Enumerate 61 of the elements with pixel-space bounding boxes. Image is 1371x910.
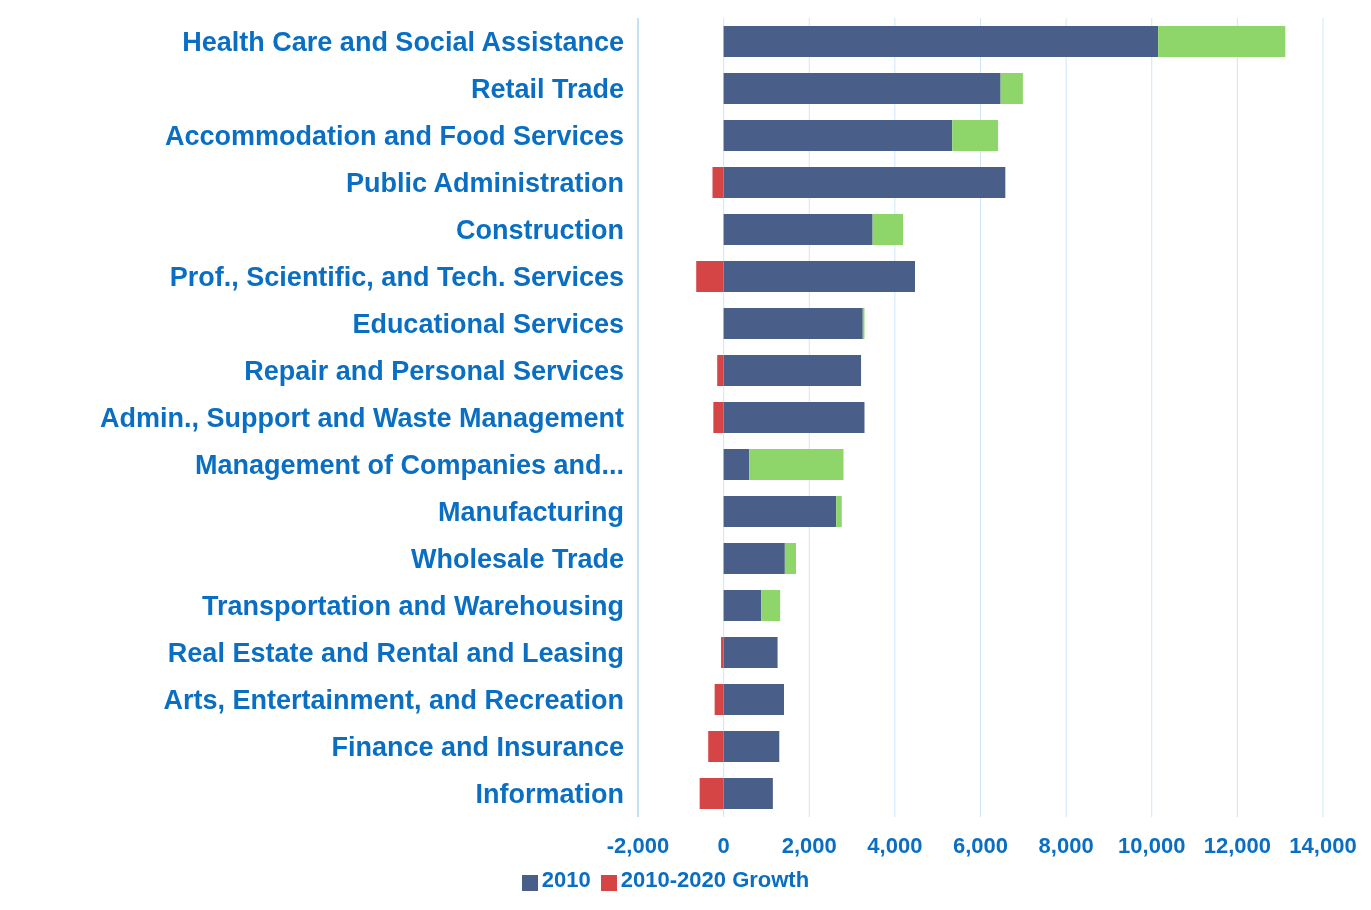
y-tick-label: Real Estate and Rental and Leasing (167, 637, 624, 668)
bar (723, 402, 865, 433)
bar (836, 496, 842, 527)
bar (723, 496, 837, 527)
y-tick-label: Public Administration (345, 167, 624, 198)
bar (708, 731, 724, 762)
bar (723, 355, 862, 386)
bar (721, 637, 724, 668)
bar (723, 778, 773, 809)
bar (784, 543, 796, 574)
x-tick-label: 14,000 (1289, 832, 1357, 858)
bar (761, 590, 781, 621)
x-tick-label: 4,000 (867, 832, 923, 858)
bar (714, 684, 724, 715)
bar (723, 449, 750, 480)
bar (723, 167, 1006, 198)
x-tick-label: 12,000 (1203, 832, 1272, 858)
bar (723, 261, 915, 292)
legend-label: 2010 (541, 867, 591, 892)
bar (712, 167, 724, 198)
y-tick-label: Wholesale Trade (410, 543, 624, 574)
bar (723, 637, 778, 668)
x-tick-label: 8,000 (1038, 832, 1094, 858)
legend-label: 2010-2020 Growth (620, 867, 810, 892)
y-tick-label: Finance and Insurance (331, 731, 624, 762)
bar (723, 731, 780, 762)
x-tick-label: 6,000 (952, 832, 1009, 858)
y-tick-label: Prof., Scientific, and Tech. Services (169, 261, 624, 292)
bar (723, 26, 1159, 57)
bar (872, 214, 904, 245)
bar (713, 402, 724, 433)
bar (723, 543, 785, 574)
y-tick-label: Retail Trade (470, 73, 624, 104)
x-tick-label: -2,000 (606, 832, 670, 858)
bar (1000, 73, 1023, 104)
y-tick-label: Educational Services (352, 308, 624, 339)
bar (717, 355, 724, 386)
bar (723, 120, 953, 151)
bar (723, 684, 784, 715)
bar (696, 261, 724, 292)
y-tick-label: Repair and Personal Services (244, 355, 624, 386)
bar (1158, 26, 1286, 57)
y-tick-label: Construction (456, 214, 624, 245)
y-tick-label: Admin., Support and Waste Management (99, 402, 624, 433)
x-tick-label: 2,000 (781, 832, 837, 858)
x-tick-label: 10,000 (1118, 832, 1186, 858)
bar (723, 308, 863, 339)
y-tick-label: Arts, Entertainment, and Recreation (163, 684, 624, 715)
bar (952, 120, 999, 151)
y-tick-label: Accommodation and Food Services (164, 120, 624, 151)
bar (723, 73, 1001, 104)
y-tick-label: Information (475, 778, 624, 809)
y-tick-label: Transportation and Warehousing (201, 590, 624, 621)
y-tick-label: Management of Companies and... (194, 449, 624, 480)
bar (699, 778, 724, 809)
bar (723, 590, 762, 621)
y-tick-label: Health Care and Social Assistance (182, 26, 624, 57)
y-tick-label: Manufacturing (438, 496, 624, 527)
x-tick-label: 0 (717, 832, 730, 858)
bar (749, 449, 844, 480)
bar (723, 214, 873, 245)
